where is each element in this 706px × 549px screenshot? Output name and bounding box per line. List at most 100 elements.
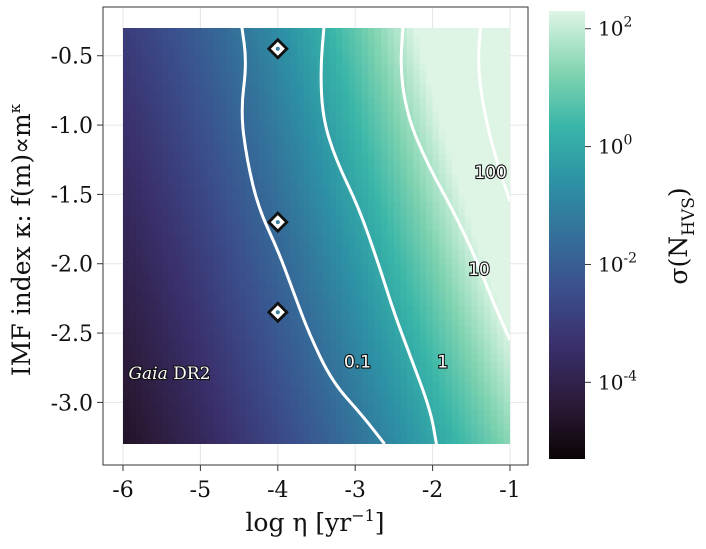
heatmap-cell: [297, 409, 305, 417]
heatmap-cell: [226, 381, 234, 390]
heatmap-cell: [406, 277, 414, 286]
heatmap-cell: [258, 402, 266, 410]
heatmap-cell: [264, 118, 272, 126]
heatmap-cell: [400, 277, 408, 286]
heatmap-cell: [406, 62, 414, 71]
heatmap-cell: [213, 374, 221, 383]
heatmap-cell: [503, 298, 510, 306]
heatmap-cell: [174, 263, 182, 272]
contour-label: 100: [474, 163, 506, 183]
heatmap-cell: [226, 333, 234, 341]
heatmap-cell: [219, 291, 227, 299]
heatmap-cell: [439, 104, 447, 112]
heatmap-cell: [297, 194, 305, 202]
heatmap-cell: [213, 284, 221, 293]
heatmap-cell: [387, 291, 395, 299]
heatmap-cell: [181, 319, 189, 327]
heatmap-cell: [123, 395, 131, 403]
heatmap-cell: [213, 437, 221, 444]
heatmap-cell: [142, 104, 150, 112]
heatmap-cell: [316, 340, 324, 348]
heatmap-cell: [219, 360, 227, 369]
heatmap-cell: [451, 90, 459, 98]
heatmap-cell: [187, 291, 195, 299]
heatmap-cell: [348, 125, 356, 133]
heatmap-cell: [316, 270, 324, 279]
heatmap-cell: [252, 118, 260, 126]
heatmap-cell: [245, 360, 253, 369]
heatmap-cell: [271, 423, 279, 431]
heatmap-cell: [348, 236, 356, 244]
heatmap-cell: [432, 180, 440, 189]
heatmap-cell: [393, 416, 401, 424]
heatmap-cell: [264, 298, 272, 306]
heatmap-cell: [200, 194, 208, 202]
heatmap-cell: [335, 312, 343, 320]
heatmap-cell: [181, 263, 189, 272]
heatmap-cell: [484, 222, 492, 230]
heatmap-cell: [142, 423, 150, 431]
heatmap-cell: [155, 201, 163, 209]
heatmap-cell: [458, 55, 466, 64]
heatmap-cell: [497, 381, 505, 390]
heatmap-cell: [484, 229, 492, 237]
heatmap-cell: [310, 437, 318, 444]
heatmap-cell: [387, 229, 395, 237]
heatmap-cell: [168, 312, 176, 320]
heatmap-cell: [497, 194, 505, 202]
heatmap-cell: [310, 125, 318, 133]
heatmap-cell: [471, 305, 479, 313]
heatmap-cell: [193, 346, 201, 355]
heatmap-cell: [168, 201, 176, 209]
heatmap-cell: [451, 138, 459, 147]
heatmap-cell: [342, 41, 350, 50]
heatmap-cell: [316, 97, 324, 105]
heatmap-cell: [129, 222, 137, 230]
colorbar-tick-label: 102: [598, 15, 632, 41]
heatmap-cell: [219, 69, 227, 78]
heatmap-cell: [451, 360, 459, 369]
heatmap-cell: [258, 249, 266, 258]
heatmap-cell: [226, 69, 234, 78]
heatmap-cell: [458, 249, 466, 258]
heatmap-cell: [490, 55, 498, 64]
heatmap-cell: [464, 41, 472, 50]
heatmap-cell: [374, 62, 382, 71]
heatmap-cell: [200, 62, 208, 71]
heatmap-cell: [277, 132, 285, 140]
heatmap-cell: [187, 208, 195, 216]
heatmap-cell: [497, 229, 505, 237]
heatmap-cell: [471, 159, 479, 168]
heatmap-cell: [271, 125, 279, 133]
heatmap-cell: [200, 284, 208, 293]
heatmap-cell: [219, 166, 227, 175]
heatmap-cell: [271, 173, 279, 182]
heatmap-cell: [471, 41, 479, 50]
heatmap-cell: [426, 395, 434, 403]
heatmap-cell: [374, 166, 382, 175]
heatmap-cell: [206, 346, 214, 355]
heatmap-cell: [361, 423, 369, 431]
heatmap-cell: [503, 374, 510, 383]
heatmap-cell: [193, 388, 201, 397]
heatmap-cell: [471, 215, 479, 223]
heatmap-cell: [432, 138, 440, 147]
heatmap-cell: [252, 409, 260, 417]
heatmap-cell: [232, 145, 240, 154]
heatmap-cell: [355, 159, 363, 168]
heatmap-cell: [406, 291, 414, 299]
heatmap-cell: [297, 173, 305, 182]
heatmap-cell: [290, 194, 298, 202]
heatmap-cell: [142, 118, 150, 126]
heatmap-cell: [381, 236, 389, 244]
heatmap-cell: [413, 187, 421, 195]
heatmap-cell: [252, 97, 260, 105]
heatmap-cell: [490, 180, 498, 189]
heatmap-cell: [258, 159, 266, 168]
heatmap-cell: [374, 305, 382, 313]
heatmap-cell: [310, 333, 318, 341]
heatmap-cell: [200, 159, 208, 168]
heatmap-cell: [342, 187, 350, 195]
heatmap-cell: [264, 194, 272, 202]
heatmap-cell: [135, 132, 143, 140]
